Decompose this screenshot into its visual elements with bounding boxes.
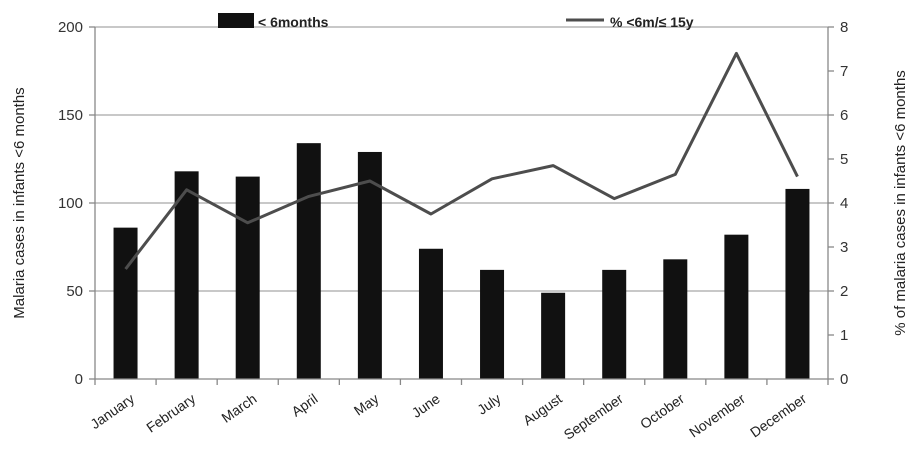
bar — [174, 171, 199, 379]
x-tick-label: December — [747, 390, 809, 440]
right-tick-label: 6 — [840, 107, 848, 124]
bar — [541, 292, 566, 379]
bar — [357, 151, 382, 379]
bar — [296, 143, 321, 379]
x-tick-label: June — [409, 390, 443, 421]
gridlines — [95, 26, 828, 292]
series-line — [124, 51, 799, 270]
bar — [480, 269, 505, 379]
bar — [785, 188, 810, 379]
x-tick-label: September — [561, 390, 627, 443]
left-tick-label: 200 — [58, 19, 83, 36]
right-tick-label: 7 — [840, 63, 848, 80]
bar — [113, 227, 138, 379]
right-tick-label: 0 — [840, 371, 848, 388]
x-tick-label: April — [288, 390, 320, 419]
left-tick-label: 0 — [75, 371, 83, 388]
legend-bar-swatch — [218, 13, 254, 28]
right-tick-label: 8 — [840, 19, 848, 36]
bar — [235, 176, 260, 379]
right-tick-label: 3 — [840, 239, 848, 256]
left-tick-label: 150 — [58, 107, 83, 124]
bar — [724, 234, 749, 379]
legend: < 6months % <6m/≤ 15y — [218, 13, 694, 30]
legend-line-label: % <6m/≤ 15y — [610, 14, 694, 30]
line-series — [124, 51, 799, 270]
x-tick-label: May — [351, 390, 382, 418]
left-tick-label: 100 — [58, 195, 83, 212]
x-tick-label: January — [87, 390, 137, 432]
right-tick-label: 2 — [840, 283, 848, 300]
bar — [602, 269, 627, 379]
legend-bar-label: < 6months — [258, 14, 329, 30]
right-tick-label: 1 — [840, 327, 848, 344]
x-tick-label: August — [520, 390, 565, 428]
x-tick-label: October — [637, 390, 687, 432]
bar-series — [113, 143, 810, 379]
right-tick-label: 4 — [840, 195, 848, 212]
bar — [418, 248, 443, 379]
bar — [663, 259, 688, 379]
x-tick-label: July — [474, 390, 504, 417]
right-axis-title: % of malaria cases in infants <6 months — [892, 70, 909, 336]
right-tick-label: 5 — [840, 151, 848, 168]
left-tick-label: 50 — [66, 283, 83, 300]
x-tick-label: March — [218, 390, 259, 425]
x-tick-label: November — [686, 390, 748, 440]
left-axis-title: Malaria cases in infants <6 months — [11, 87, 28, 318]
x-tick-label: February — [143, 390, 198, 435]
